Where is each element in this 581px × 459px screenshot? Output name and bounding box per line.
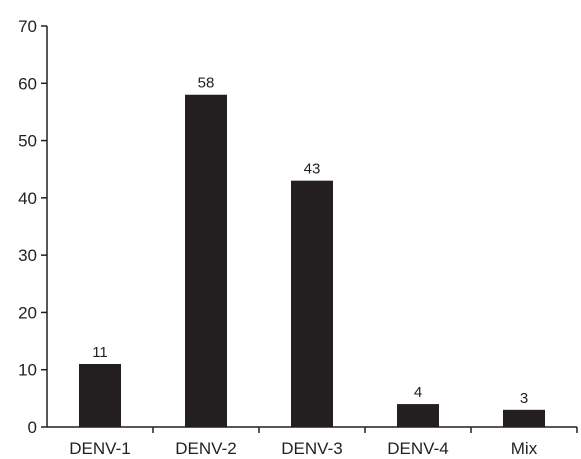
y-tick-label: 30 [18, 246, 37, 265]
category-label: DENV-1 [69, 439, 130, 458]
bar-value-label: 58 [198, 75, 215, 92]
bar [503, 409, 545, 427]
bars [79, 94, 545, 427]
bar [397, 404, 439, 427]
bar-value-label: 4 [414, 384, 422, 401]
category-label: DENV-3 [281, 439, 342, 458]
bar [291, 180, 333, 427]
category-label: DENV-2 [175, 439, 236, 458]
category-label: DENV-4 [387, 439, 448, 458]
category-labels: DENV-1 DENV-2 DENV-3 DENV-4 Mix [69, 427, 578, 458]
y-tick-label: 50 [18, 132, 37, 151]
bar [79, 363, 121, 427]
bar-value-label: 11 [92, 344, 108, 361]
y-tick-label: 70 [18, 17, 37, 36]
y-tick-label: 20 [18, 303, 37, 322]
y-tick-label: 0 [28, 418, 37, 437]
bar-value-label: 43 [304, 161, 321, 178]
y-tick-label: 10 [18, 361, 37, 380]
bar-value-label: 3 [520, 390, 528, 407]
y-tick-label: 40 [18, 189, 37, 208]
bar [185, 94, 227, 427]
category-label: Mix [511, 439, 538, 458]
y-axis-ticks: 0 10 20 30 40 50 60 70 [18, 17, 47, 437]
y-tick-label: 60 [18, 74, 37, 93]
